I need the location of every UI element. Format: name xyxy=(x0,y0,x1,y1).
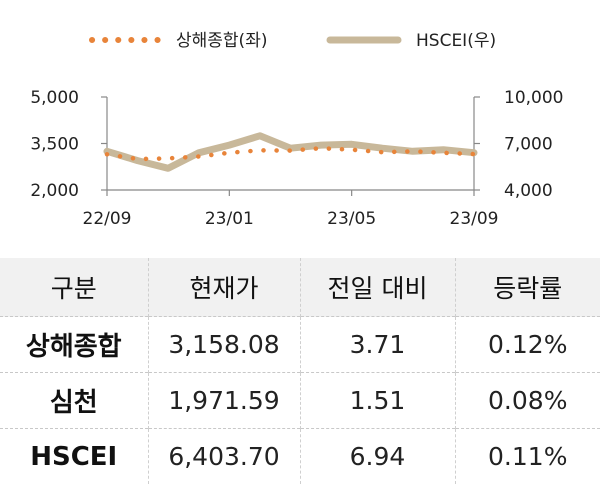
legend-label-shanghai: 상해종합(좌) xyxy=(176,31,267,51)
table-header-row: 구분 현재가 전일 대비 등락률 xyxy=(0,258,600,317)
table-row: HSCEI 6,403.70 6.94 0.11% xyxy=(0,429,600,484)
header-rate: 등락률 xyxy=(455,258,600,317)
row-change: 3.71 xyxy=(300,317,455,373)
x-tick-label: 22/09 xyxy=(83,209,132,229)
row-price: 3,158.08 xyxy=(148,317,300,373)
row-name: HSCEI xyxy=(0,429,148,484)
row-price: 1,971.59 xyxy=(148,373,300,429)
index-table: 구분 현재가 전일 대비 등락률 상해종합 3,158.08 3.71 0.12… xyxy=(0,258,600,484)
row-rate: 0.08% xyxy=(455,373,600,429)
table-row: 상해종합 3,158.08 3.71 0.12% xyxy=(0,317,600,373)
x-tick-label: 23/01 xyxy=(205,209,254,229)
row-change: 1.51 xyxy=(300,373,455,429)
header-category: 구분 xyxy=(0,258,148,317)
row-name: 상해종합 xyxy=(0,317,148,373)
right-tick-label: 4,000 xyxy=(504,181,553,201)
left-tick-label: 2,000 xyxy=(30,181,79,201)
left-tick-label: 3,500 xyxy=(30,135,79,155)
axis-ticks: 2,000 3,500 5,000 4,000 7,000 10,000 22/09 23/0… xyxy=(30,88,563,229)
header-price: 현재가 xyxy=(148,258,300,317)
row-change: 6.94 xyxy=(300,429,455,484)
right-tick-label: 10,000 xyxy=(504,88,563,108)
left-tick-label: 5,000 xyxy=(30,88,79,108)
right-tick-label: 7,000 xyxy=(504,135,553,155)
table-row: 심천 1,971.59 1.51 0.08% xyxy=(0,373,600,429)
x-tick-label: 23/05 xyxy=(327,209,376,229)
row-rate: 0.11% xyxy=(455,429,600,484)
series-layer xyxy=(107,136,474,169)
row-name: 심천 xyxy=(0,373,148,429)
legend: 상해종합(좌) HSCEI(우) xyxy=(92,31,496,51)
chart: 상해종합(좌) HSCEI(우) 2,000 3,500 5,000 4,000 7,0… xyxy=(0,0,600,250)
axes xyxy=(107,97,474,190)
x-tick-label: 23/09 xyxy=(450,209,499,229)
row-rate: 0.12% xyxy=(455,317,600,373)
row-price: 6,403.70 xyxy=(148,429,300,484)
header-change: 전일 대비 xyxy=(300,258,455,317)
legend-label-hscei: HSCEI(우) xyxy=(416,31,496,51)
